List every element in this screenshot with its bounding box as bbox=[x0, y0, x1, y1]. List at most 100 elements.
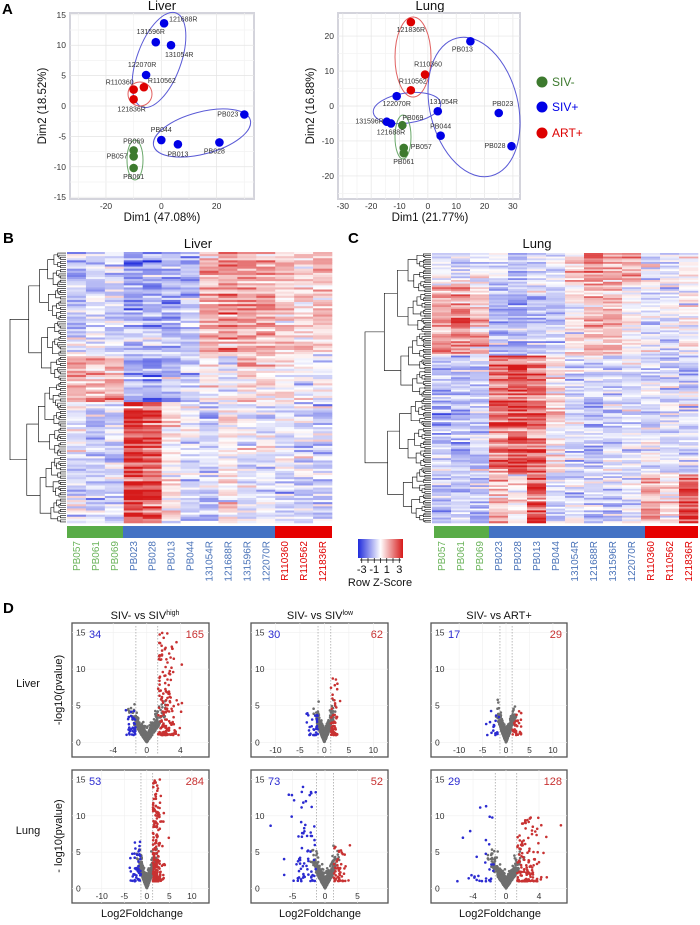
heatmap-cell bbox=[237, 329, 256, 331]
heatmap-cell bbox=[124, 287, 143, 289]
heatmap-cell bbox=[527, 253, 546, 255]
heatmap-cell bbox=[584, 374, 603, 376]
heatmap-cell bbox=[641, 363, 660, 365]
heatmap-cell bbox=[508, 428, 527, 430]
heatmap-cell bbox=[527, 347, 546, 349]
heatmap-cell bbox=[641, 311, 660, 313]
heatmap-cell bbox=[603, 492, 622, 494]
heatmap-cell bbox=[67, 413, 86, 415]
heatmap-cell bbox=[470, 408, 489, 410]
heatmap-cell bbox=[660, 404, 679, 406]
heatmap-cell bbox=[275, 298, 294, 300]
heatmap-cell bbox=[679, 305, 698, 307]
dendrogram-branch bbox=[425, 281, 431, 283]
heatmap-cell bbox=[162, 425, 181, 427]
heatmap-cell bbox=[470, 402, 489, 404]
heatmap-cell bbox=[275, 260, 294, 262]
heatmap-cell bbox=[527, 390, 546, 392]
heatmap-cell bbox=[641, 336, 660, 338]
heatmap-cell bbox=[546, 338, 565, 340]
heatmap-cell bbox=[432, 375, 451, 377]
heatmap-cell bbox=[200, 519, 219, 521]
heatmap-cell bbox=[143, 502, 162, 504]
heatmap-cell bbox=[679, 386, 698, 388]
heatmap-cell bbox=[546, 487, 565, 489]
heatmap-cell bbox=[660, 406, 679, 408]
heatmap-cell bbox=[124, 342, 143, 344]
heatmap-cell bbox=[546, 503, 565, 505]
heatmap-cell bbox=[143, 442, 162, 444]
heatmap-cell bbox=[679, 266, 698, 268]
heatmap-cell bbox=[124, 419, 143, 421]
heatmap-cell bbox=[527, 255, 546, 257]
heatmap-cell bbox=[641, 410, 660, 412]
heatmap-cell bbox=[162, 275, 181, 277]
heatmap-cell bbox=[622, 352, 641, 354]
heatmap-cell bbox=[143, 463, 162, 465]
heatmap-cell bbox=[603, 487, 622, 489]
heatmap-cell bbox=[679, 401, 698, 403]
heatmap-cell bbox=[641, 460, 660, 462]
heatmap-cell bbox=[256, 388, 275, 390]
heatmap-cell bbox=[105, 373, 124, 375]
heatmap-cell bbox=[105, 388, 124, 390]
heatmap-cell bbox=[508, 255, 527, 257]
heatmap-cell bbox=[470, 487, 489, 489]
heatmap-cell bbox=[86, 442, 105, 444]
heatmap-cell bbox=[603, 255, 622, 257]
heatmap-cell bbox=[565, 491, 584, 493]
heatmap-cell bbox=[432, 366, 451, 368]
heatmap-cell bbox=[641, 312, 660, 314]
heatmap-cell bbox=[508, 303, 527, 305]
heatmap-cell bbox=[237, 442, 256, 444]
heatmap-cell bbox=[67, 279, 86, 281]
heatmap-cell bbox=[679, 429, 698, 431]
heatmap-cell bbox=[124, 450, 143, 452]
heatmap-cell bbox=[508, 368, 527, 370]
heatmap-cell bbox=[527, 339, 546, 341]
heatmap-cell bbox=[622, 375, 641, 377]
heatmap-cell bbox=[527, 386, 546, 388]
heatmap-cell bbox=[275, 256, 294, 258]
heatmap-cell bbox=[237, 367, 256, 369]
heatmap-cell bbox=[162, 354, 181, 356]
heatmap-cell bbox=[508, 271, 527, 273]
heatmap-cell bbox=[313, 435, 332, 437]
heatmap-cell bbox=[86, 315, 105, 317]
heatmap-cell bbox=[489, 262, 508, 264]
heatmap-cell bbox=[237, 515, 256, 517]
heatmap-cell bbox=[237, 281, 256, 283]
heatmap-cell bbox=[432, 280, 451, 282]
heatmap-cell bbox=[313, 283, 332, 285]
heatmap-cell bbox=[622, 278, 641, 280]
heatmap-cell bbox=[451, 404, 470, 406]
heatmap-cell bbox=[67, 440, 86, 442]
heatmap-cell bbox=[470, 366, 489, 368]
heatmap-cell bbox=[67, 433, 86, 435]
dendrogram-branch bbox=[421, 294, 425, 299]
heatmap-cell bbox=[451, 451, 470, 453]
heatmap-cell bbox=[565, 289, 584, 291]
heatmap-cell bbox=[603, 429, 622, 431]
heatmap-cell bbox=[603, 474, 622, 476]
heatmap-cell bbox=[105, 283, 124, 285]
heatmap-cell bbox=[565, 350, 584, 352]
heatmap-cell bbox=[641, 428, 660, 430]
heatmap-cell bbox=[660, 375, 679, 377]
heatmap-cell bbox=[294, 494, 313, 496]
heatmap-cell bbox=[86, 475, 105, 477]
heatmap-cell bbox=[256, 444, 275, 446]
heatmap-cell bbox=[489, 379, 508, 381]
heatmap-cell bbox=[660, 357, 679, 359]
heatmap-cell bbox=[237, 479, 256, 481]
pca-point-label: PB028 bbox=[204, 148, 225, 155]
heatmap-cell bbox=[584, 393, 603, 395]
heatmap-cell bbox=[679, 487, 698, 489]
dendrogram-branch bbox=[420, 419, 425, 423]
heatmap-cell bbox=[565, 422, 584, 424]
heatmap-cell bbox=[237, 308, 256, 310]
pca-point-label: PB028 bbox=[484, 143, 505, 150]
heatmap-cell bbox=[546, 426, 565, 428]
heatmap-cell bbox=[489, 273, 508, 275]
heatmap-cell bbox=[124, 427, 143, 429]
